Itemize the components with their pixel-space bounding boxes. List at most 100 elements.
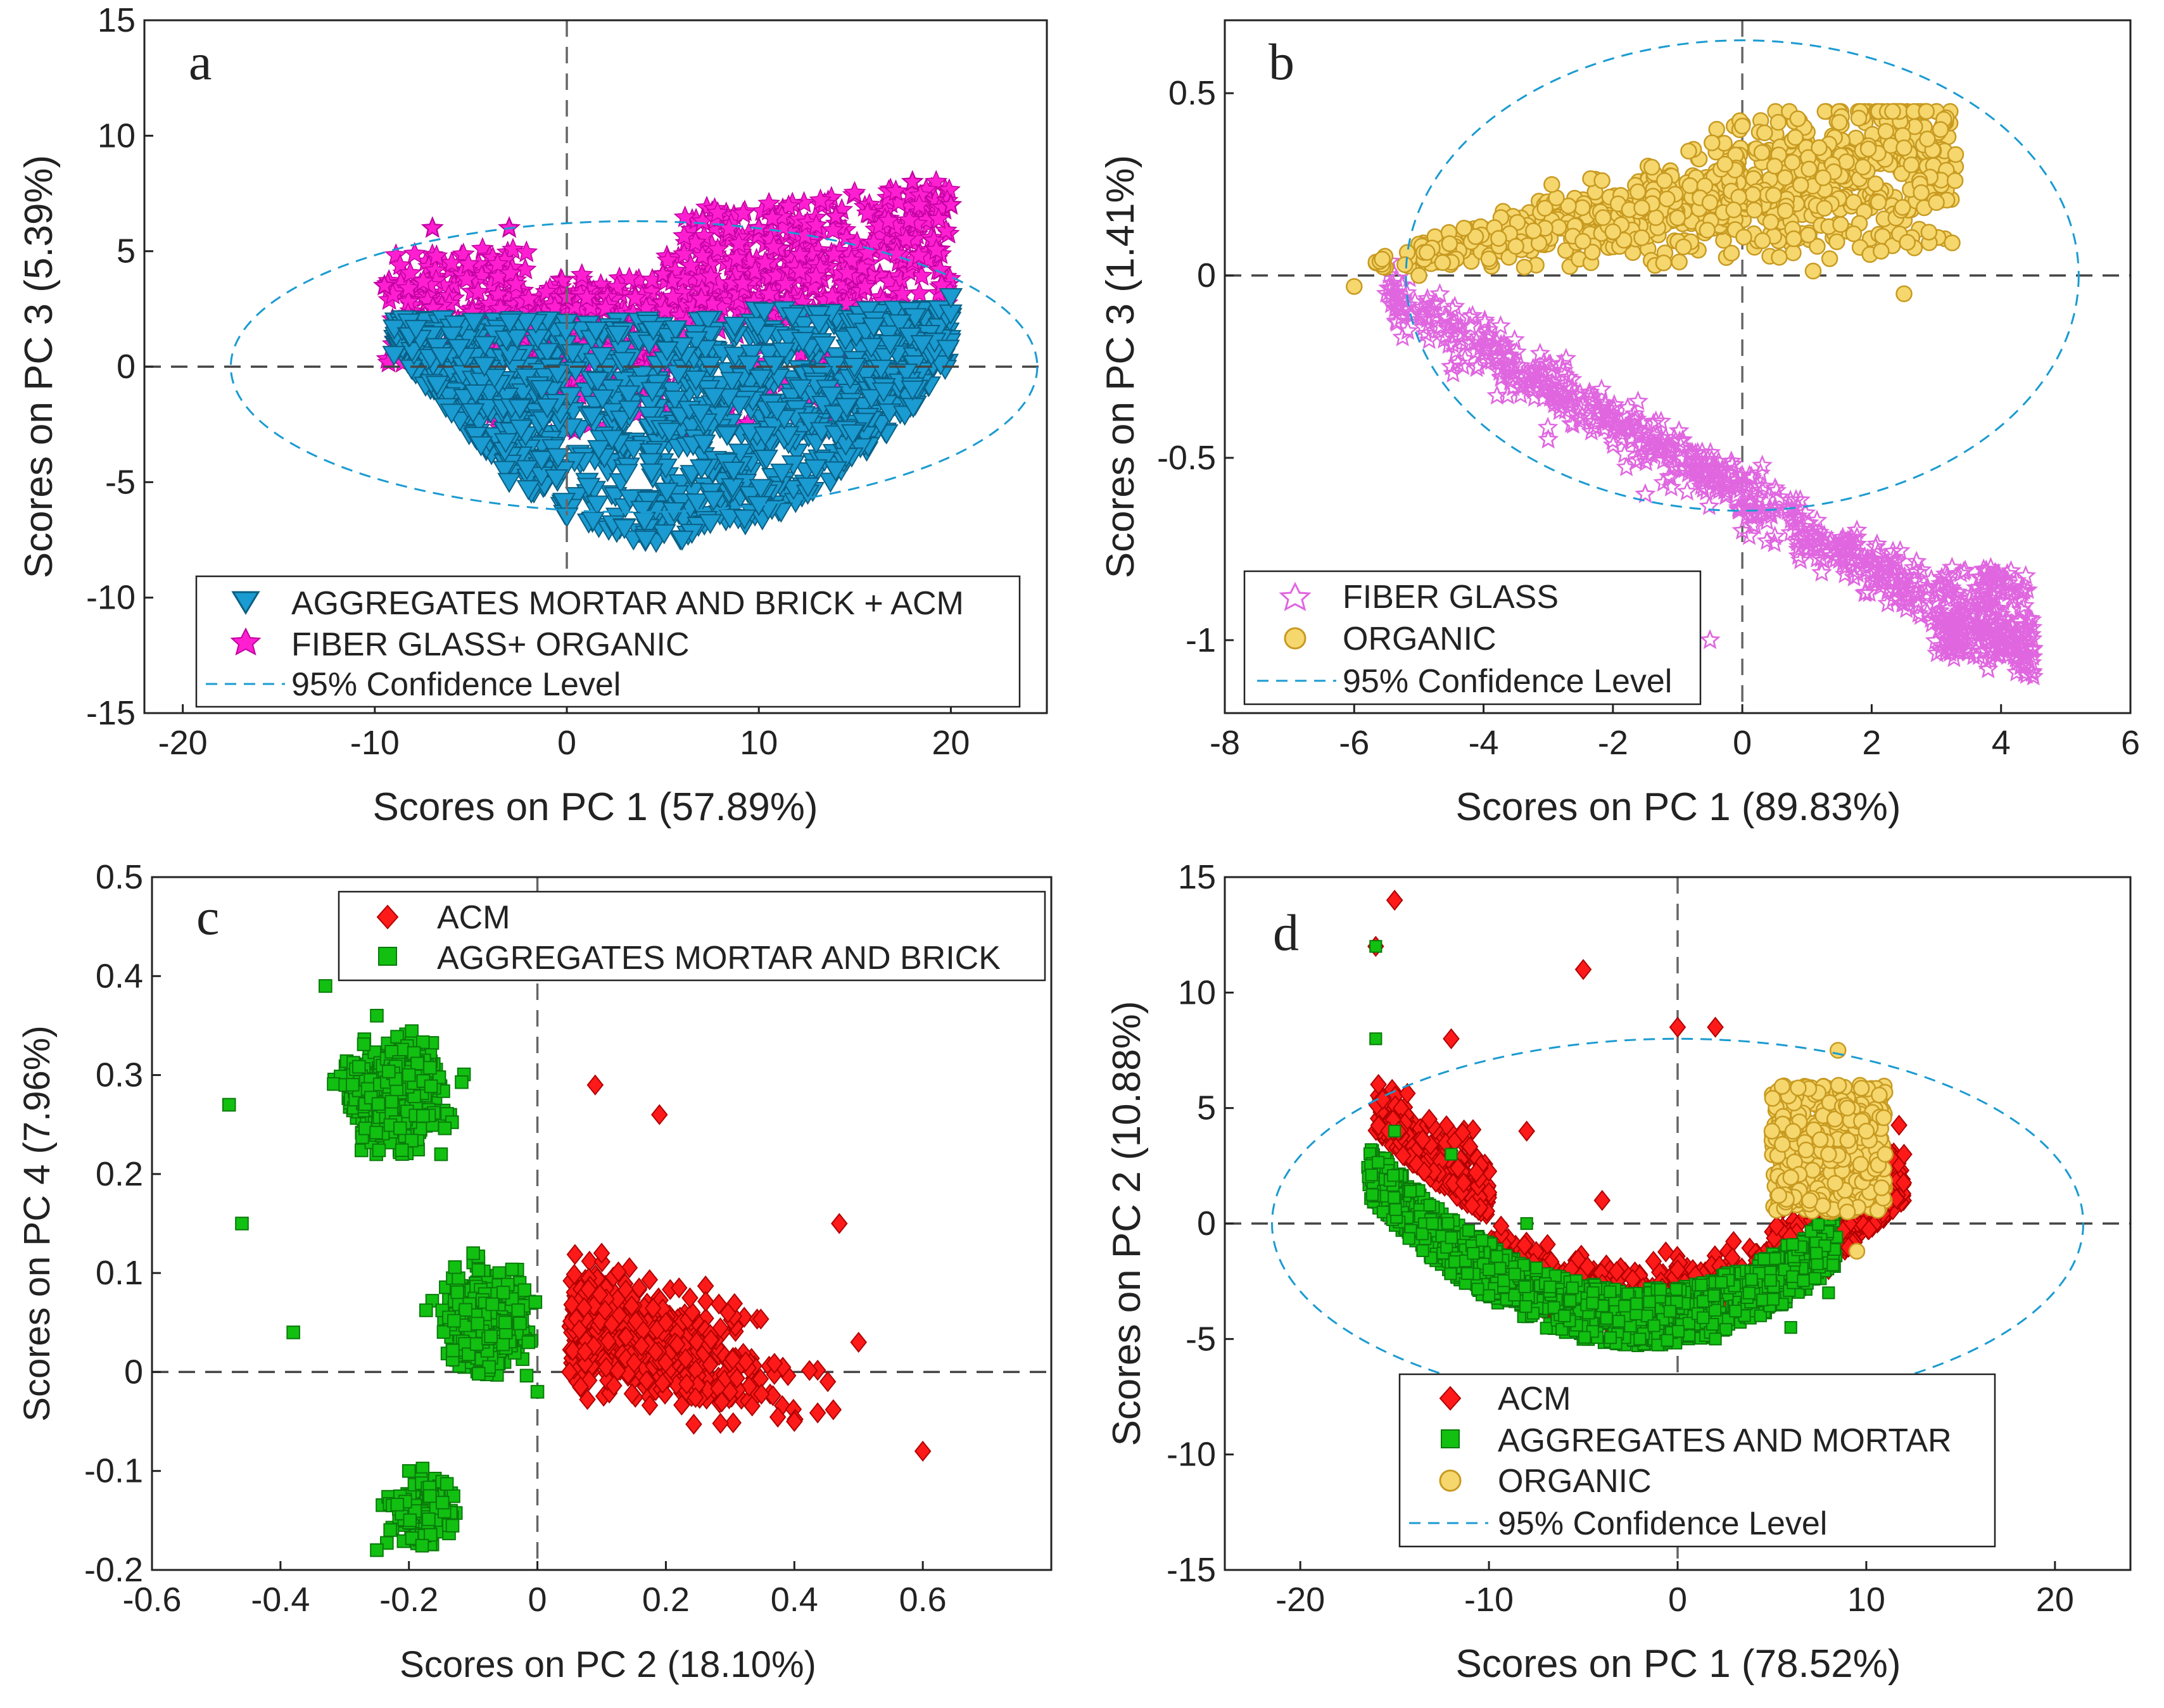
data-point: [1659, 434, 1680, 455]
data-point: [859, 338, 883, 358]
data-point: [856, 301, 880, 322]
data-point: [1816, 199, 1833, 217]
data-point: [728, 1367, 745, 1389]
data-point: [585, 371, 610, 392]
data-point: [861, 317, 886, 338]
data-point: [940, 194, 961, 214]
data-point: [652, 263, 673, 283]
data-point: [731, 201, 755, 224]
data-point: [1728, 475, 1749, 495]
data-point: [681, 1287, 699, 1309]
data-point: [1382, 272, 1403, 293]
data-point: [535, 398, 559, 419]
data-point: [1954, 559, 1976, 579]
data-point: [1715, 485, 1737, 505]
legend-b-item-2: ORGANIC: [1343, 621, 1496, 657]
panel-a-legend: AGGREGATES MORTAR AND BRICK + ACM FIBER …: [195, 575, 1021, 708]
data-point: [1346, 278, 1363, 295]
data-point: [1821, 250, 1838, 267]
data-point: [1780, 522, 1801, 542]
panel-b-label: b: [1269, 33, 1294, 91]
data-point: [1434, 254, 1452, 271]
data-point: [1965, 615, 1986, 635]
data-point: [592, 1284, 609, 1305]
data-point: [813, 336, 837, 357]
data-point: [654, 1372, 671, 1394]
data-point: [563, 1294, 580, 1315]
data-point: [572, 1376, 589, 1398]
data-point: [1947, 146, 1965, 163]
data-point: [1510, 376, 1532, 396]
data-point: [897, 208, 921, 231]
data-point: [1672, 448, 1693, 468]
data-point: [1522, 357, 1544, 378]
data-point: [1723, 244, 1740, 262]
data-point: [514, 312, 538, 333]
data-point: [804, 213, 828, 236]
panel-a-xlabel: Scores on PC 1 (57.89%): [372, 785, 818, 829]
data-point: [535, 343, 560, 364]
data-point: [1422, 300, 1444, 320]
data-point: [1579, 381, 1600, 402]
data-point: [1968, 645, 1990, 666]
data-point: [576, 1353, 594, 1374]
confidence-ellipse: [229, 220, 1039, 514]
data-point: [1920, 224, 1938, 241]
data-point: [856, 241, 880, 263]
data-point: [425, 376, 449, 396]
data-point: [440, 251, 464, 273]
data-point: [690, 287, 713, 309]
data-point: [1750, 462, 1771, 483]
data-point: [498, 313, 522, 334]
data-point: [1765, 187, 1782, 204]
data-point: [1902, 156, 1920, 174]
data-point: [1655, 172, 1673, 189]
data-point: [626, 1352, 643, 1374]
data-point: [1942, 638, 1963, 658]
data-point: [1490, 315, 1511, 335]
data-point: [504, 272, 528, 294]
data-point: [1908, 602, 1929, 623]
x-tick-label: 4: [1992, 724, 2011, 762]
data-point: [1821, 529, 1842, 550]
data-point: [706, 201, 730, 223]
data-point: [447, 339, 471, 360]
data-point: [2011, 581, 2032, 601]
data-point: [754, 450, 778, 471]
data-point: [2006, 651, 2028, 671]
data-point: [614, 464, 638, 484]
data-point: [835, 398, 859, 419]
data-point: [627, 1310, 645, 1332]
data-point: [1961, 602, 1982, 622]
data-point: [1946, 172, 1964, 189]
data-point: [1864, 569, 1886, 590]
data-point: [780, 307, 805, 327]
data-point: [1526, 372, 1548, 392]
data-point: [752, 302, 776, 323]
data-point: [800, 1360, 818, 1381]
panel-a-scatter: [144, 20, 1047, 713]
data-point: [605, 275, 629, 297]
data-point: [1569, 407, 1590, 428]
data-point: [498, 217, 520, 237]
data-point: [1693, 455, 1715, 476]
data-point: [1415, 291, 1437, 311]
data-point: [633, 530, 658, 551]
data-point: [753, 250, 776, 273]
data-point: [1903, 557, 1925, 577]
data-point: [1467, 228, 1484, 245]
data-point: [1893, 566, 1914, 587]
data-point: [1438, 334, 1460, 354]
data-point: [689, 459, 714, 480]
data-point: [1633, 199, 1650, 217]
data-point: [1430, 315, 1452, 336]
data-point: [687, 1387, 704, 1408]
data-point: [1828, 233, 1845, 251]
data-point: [1934, 629, 1956, 649]
data-point: [1977, 628, 1998, 648]
data-point: [1730, 465, 1751, 486]
data-point: [440, 326, 464, 347]
data-point: [740, 345, 764, 365]
panel-c-scatter: [152, 877, 1051, 1570]
